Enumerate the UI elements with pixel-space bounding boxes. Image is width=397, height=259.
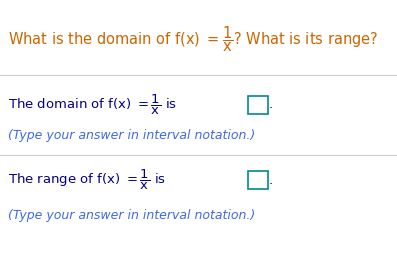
Bar — [248, 96, 268, 114]
Text: The domain of f(x) $= \dfrac{1}{\mathregular{x}}$ is: The domain of f(x) $= \dfrac{1}{\mathreg… — [8, 93, 177, 117]
Text: .: . — [269, 174, 273, 186]
Text: What is the domain of f(x) $= \dfrac{1}{\mathregular{x}}$? What is its range?: What is the domain of f(x) $= \dfrac{1}{… — [8, 24, 378, 54]
Text: .: . — [269, 98, 273, 112]
Bar — [248, 171, 268, 189]
Text: (Type your answer in interval notation.): (Type your answer in interval notation.) — [8, 208, 255, 221]
Text: (Type your answer in interval notation.): (Type your answer in interval notation.) — [8, 128, 255, 141]
Text: The range of f(x) $= \dfrac{1}{\mathregular{x}}$ is: The range of f(x) $= \dfrac{1}{\mathregu… — [8, 168, 166, 192]
